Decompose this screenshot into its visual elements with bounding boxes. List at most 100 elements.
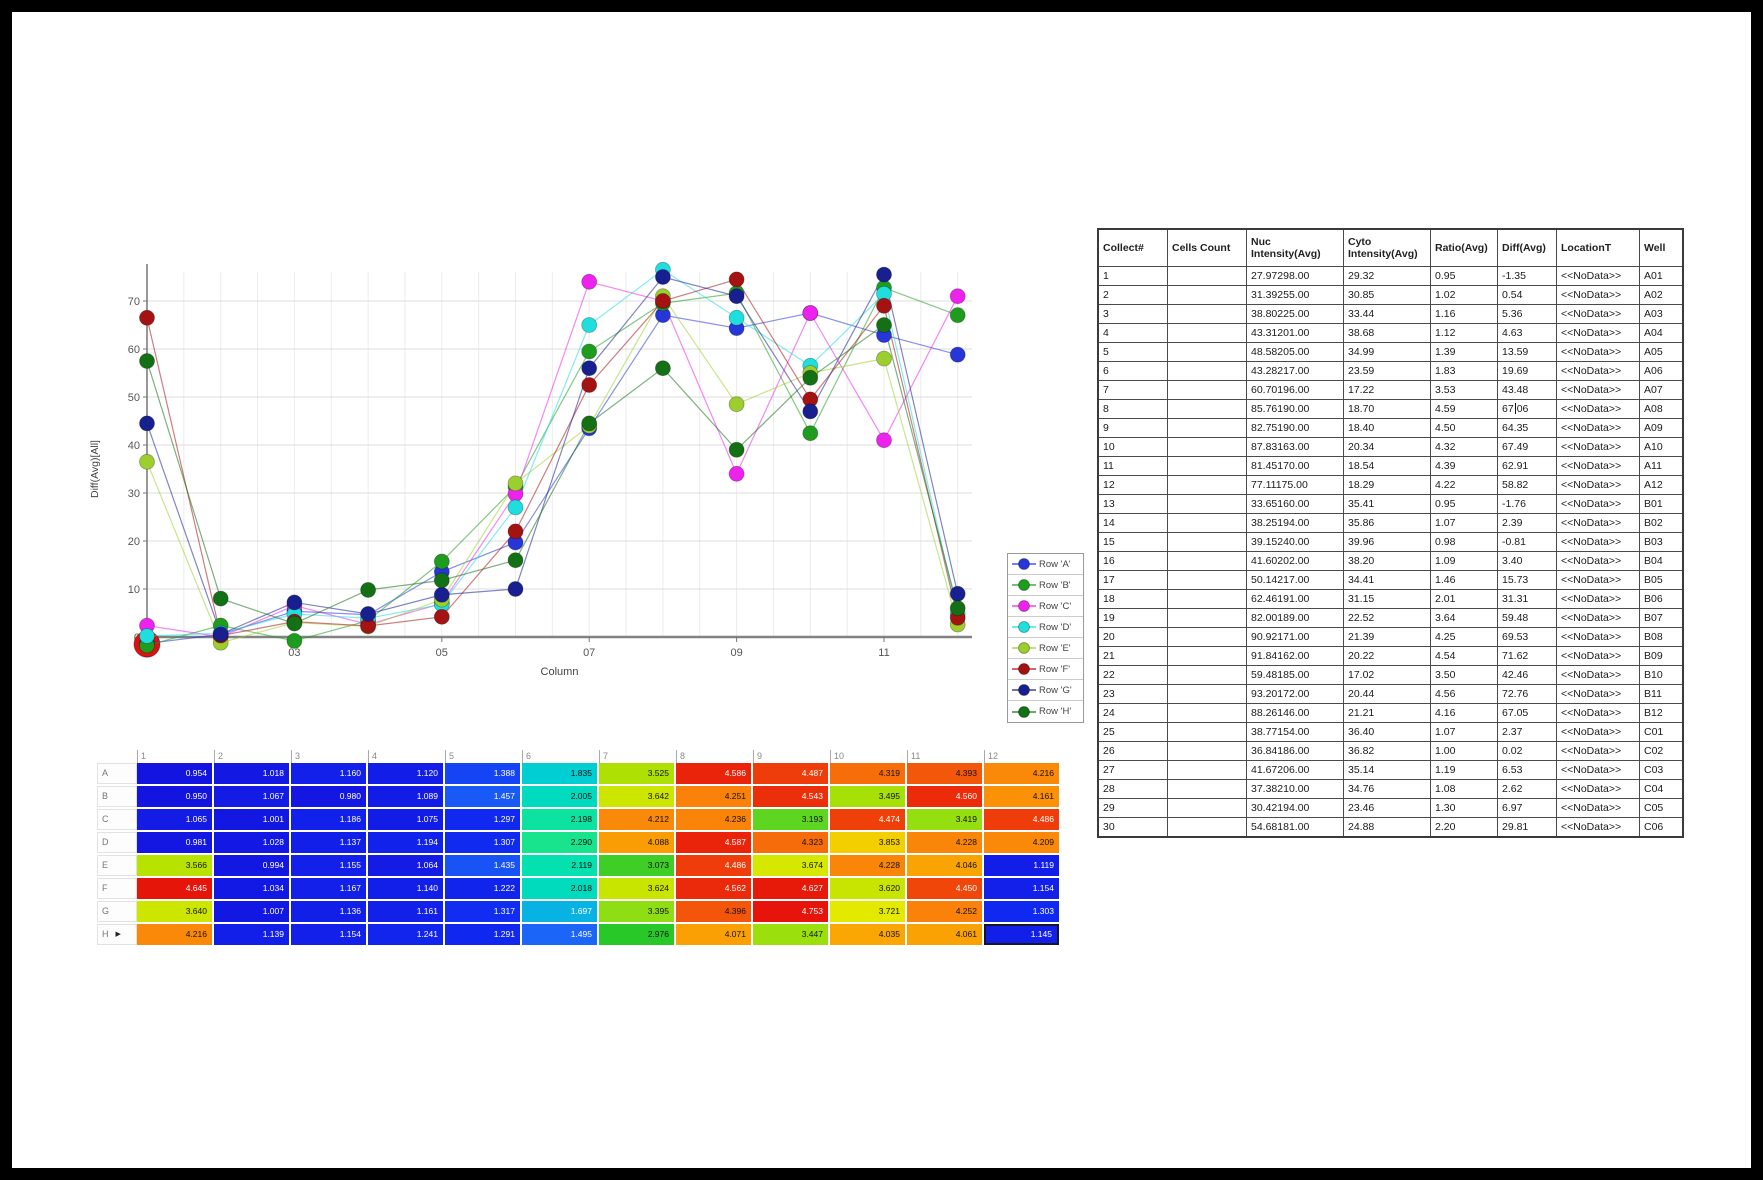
legend-item[interactable]: Row 'G' (1008, 680, 1083, 701)
heatmap-cell[interactable]: 3.642 (599, 786, 674, 807)
table-cell[interactable]: 17.22 (1343, 380, 1431, 400)
heatmap-cell[interactable]: 1.160 (291, 763, 366, 784)
table-cell[interactable]: <<NoData>> (1556, 494, 1640, 514)
data-point-marker[interactable] (876, 350, 892, 367)
table-cell[interactable]: 20.34 (1343, 437, 1431, 457)
table-cell[interactable] (1167, 399, 1247, 419)
heatmap-column-header[interactable]: 5 (445, 750, 522, 763)
table-cell[interactable]: B04 (1639, 551, 1684, 571)
table-cell[interactable]: C04 (1639, 779, 1684, 799)
table-cell[interactable]: 0.95 (1430, 266, 1498, 286)
data-point-marker[interactable] (581, 317, 598, 333)
heatmap-cell[interactable]: 3.525 (599, 763, 674, 784)
table-cell[interactable]: A06 (1639, 361, 1684, 381)
table-cell[interactable]: <<NoData>> (1556, 798, 1640, 818)
heatmap-cell[interactable]: 1.495 (522, 924, 597, 945)
data-point-marker[interactable] (286, 594, 303, 611)
data-point-marker[interactable] (876, 297, 892, 314)
table-cell[interactable]: 19.69 (1497, 361, 1557, 381)
table-cell[interactable] (1167, 551, 1247, 571)
table-cell[interactable]: 3.64 (1430, 608, 1498, 628)
table-cell[interactable]: 1.39 (1430, 342, 1498, 362)
heatmap-cell[interactable]: 1.065 (137, 809, 212, 830)
table-cell[interactable] (1167, 361, 1247, 381)
table-cell[interactable]: 21.21 (1343, 703, 1431, 723)
column-header[interactable]: Collect# (1097, 228, 1168, 267)
data-point-marker[interactable] (802, 425, 819, 442)
table-cell[interactable]: 3 (1097, 304, 1168, 324)
heatmap-cell[interactable]: 4.587 (676, 832, 751, 853)
table-cell[interactable]: 1.09 (1430, 551, 1498, 571)
table-cell[interactable]: 11 (1097, 456, 1168, 476)
heatmap-cell[interactable]: 1.018 (214, 763, 289, 784)
heatmap-cell[interactable]: 1.241 (368, 924, 443, 945)
table-cell[interactable] (1167, 532, 1247, 552)
data-point-marker[interactable] (433, 553, 450, 570)
heatmap-cell[interactable]: 4.228 (830, 855, 905, 876)
table-cell[interactable] (1167, 627, 1247, 647)
heatmap-cell[interactable]: 4.216 (984, 763, 1059, 784)
table-cell[interactable]: 90.92171.00 (1246, 627, 1344, 647)
table-cell[interactable]: -1.35 (1497, 266, 1557, 286)
table-cell[interactable]: 6 (1097, 361, 1168, 381)
table-cell[interactable] (1167, 817, 1247, 838)
table-cell[interactable]: 20.44 (1343, 684, 1431, 704)
table-cell[interactable]: A02 (1639, 285, 1684, 305)
table-cell[interactable] (1167, 779, 1247, 799)
table-cell[interactable]: 1.16 (1430, 304, 1498, 324)
heatmap-cell[interactable]: 1.388 (445, 763, 520, 784)
table-cell[interactable] (1167, 494, 1247, 514)
heatmap-cell[interactable]: 4.393 (907, 763, 982, 784)
heatmap-row-label[interactable]: D (97, 832, 137, 853)
column-header[interactable]: Cyto Intensity(Avg) (1343, 228, 1431, 267)
table-cell[interactable] (1167, 684, 1247, 704)
table-cell[interactable]: C06 (1639, 817, 1684, 838)
table-cell[interactable]: 4.59 (1430, 399, 1498, 419)
table-cell[interactable]: C05 (1639, 798, 1684, 818)
table-cell[interactable]: 9 (1097, 418, 1168, 438)
table-cell[interactable]: 1.02 (1430, 285, 1498, 305)
table-cell[interactable]: 15 (1097, 532, 1168, 552)
table-cell[interactable]: 28 (1097, 779, 1168, 799)
heatmap-row-label[interactable]: C (97, 809, 137, 830)
table-cell[interactable]: 93.20172.00 (1246, 684, 1344, 704)
heatmap-column-header[interactable]: 2 (214, 750, 291, 763)
heatmap-cell[interactable]: 4.486 (984, 809, 1059, 830)
data-point-marker[interactable] (655, 293, 671, 309)
table-cell[interactable]: 62.46191.00 (1246, 589, 1344, 609)
heatmap-column-header[interactable]: 10 (830, 750, 907, 763)
heatmap-cell[interactable]: 4.645 (137, 878, 212, 899)
heatmap-cell[interactable]: 1.001 (214, 809, 289, 830)
data-point-marker[interactable] (433, 608, 450, 625)
table-cell[interactable]: A08 (1639, 399, 1684, 419)
table-cell[interactable] (1167, 665, 1247, 685)
heatmap-cell[interactable]: 1.303 (984, 901, 1059, 922)
table-cell[interactable]: 1.12 (1430, 323, 1498, 343)
column-header[interactable]: Diff(Avg) (1497, 228, 1557, 267)
table-cell[interactable]: 82.00189.00 (1246, 608, 1344, 628)
table-cell[interactable]: A05 (1639, 342, 1684, 362)
table-cell[interactable]: <<NoData>> (1556, 722, 1640, 742)
heatmap-cell[interactable]: 3.495 (830, 786, 905, 807)
heatmap-cell[interactable]: 1.137 (291, 832, 366, 853)
table-cell[interactable] (1167, 608, 1247, 628)
heatmap-cell[interactable]: 1.154 (984, 878, 1059, 899)
table-cell[interactable]: 19 (1097, 608, 1168, 628)
data-point-marker[interactable] (728, 465, 745, 482)
heatmap-row-label[interactable]: E (97, 855, 137, 876)
table-cell[interactable]: 41.60202.00 (1246, 551, 1344, 571)
table-cell[interactable]: 2.20 (1430, 817, 1498, 838)
heatmap-column-header[interactable]: 6 (522, 750, 599, 763)
table-cell[interactable]: 20.22 (1343, 646, 1431, 666)
table-cell[interactable]: 77.11175.00 (1246, 475, 1344, 495)
heatmap-cell[interactable]: 1.139 (214, 924, 289, 945)
table-cell[interactable]: 21 (1097, 646, 1168, 666)
heatmap-cell[interactable]: 3.674 (753, 855, 828, 876)
heatmap-cell[interactable]: 4.323 (753, 832, 828, 853)
table-cell[interactable]: 27 (1097, 760, 1168, 780)
table-cell[interactable]: 67.05 (1497, 703, 1557, 723)
table-cell[interactable]: <<NoData>> (1556, 646, 1640, 666)
table-cell[interactable]: 0.95 (1430, 494, 1498, 514)
table-cell[interactable]: 39.15240.00 (1246, 532, 1344, 552)
heatmap-cell[interactable]: 4.487 (753, 763, 828, 784)
